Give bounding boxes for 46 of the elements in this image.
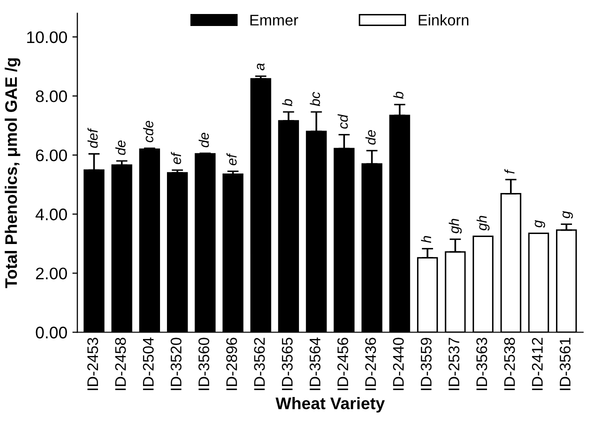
annotation: b: [282, 99, 292, 106]
x-tick-label: ID-3562: [254, 338, 265, 390]
annotation: def: [88, 128, 98, 148]
annotation: de: [115, 140, 126, 155]
annotation: bc: [310, 92, 320, 106]
x-tick-label: ID-3564: [310, 338, 320, 390]
annotation: de: [198, 132, 209, 148]
annotation: a: [256, 63, 264, 70]
annotation: gh: [476, 216, 490, 231]
annotation: g: [562, 211, 573, 219]
x-tick-label: ID-3520: [170, 338, 182, 390]
annotation: b: [393, 92, 404, 99]
y-axis-title: Total Phenolics, μmol GAE /g: [4, 58, 20, 288]
annotation: de: [365, 130, 376, 145]
x-tick-label: ID-3561: [560, 338, 571, 390]
y-tick-label: 4.00: [36, 208, 67, 220]
x-tick-label: ID-3565: [282, 338, 293, 390]
x-tick-label: ID-2458: [115, 338, 126, 390]
x-tick-label: ID-2440: [392, 338, 404, 390]
x-tick-label: ID-2537: [448, 338, 460, 390]
legend-label: Emmer: [250, 14, 298, 26]
x-tick-label: ID-3559: [420, 338, 432, 390]
annotation: cde: [143, 120, 154, 142]
annotation: h: [421, 236, 432, 243]
y-tick-label: 2.00: [36, 268, 67, 280]
x-tick-label: ID-2412: [532, 338, 543, 390]
y-tick-label: 8.00: [36, 90, 67, 102]
x-tick-label: ID-2504: [142, 338, 154, 390]
x-tick-label: ID-2896: [226, 338, 238, 390]
annotation: ef: [170, 152, 182, 164]
annotation: cd: [338, 114, 348, 129]
y-tick-label: 10.00: [27, 31, 67, 44]
x-tick-label: ID-2538: [504, 338, 515, 390]
legend-label: Einkorn: [418, 14, 468, 26]
x-tick-label: ID-3560: [198, 338, 210, 390]
annotation: f: [504, 168, 514, 174]
annotation: ef: [226, 152, 237, 166]
y-tick-label: 0.00: [36, 326, 67, 338]
y-tick-label: 6.00: [36, 149, 67, 162]
x-axis-title: Wheat Variety: [276, 397, 385, 413]
x-tick-label: ID-2436: [365, 338, 376, 390]
annotation: g: [534, 220, 546, 228]
annotation: gh: [448, 218, 462, 234]
x-tick-label: ID-3563: [476, 338, 488, 390]
x-tick-label: ID-2456: [337, 338, 348, 390]
x-tick-label: ID-2453: [87, 338, 98, 390]
